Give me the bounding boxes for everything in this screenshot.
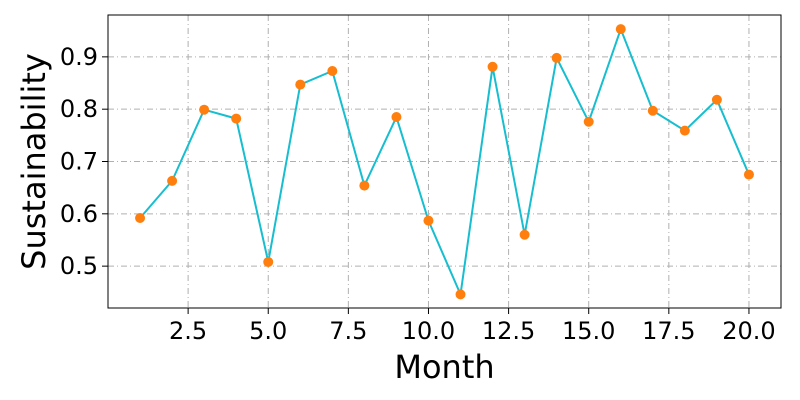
series-layer (135, 24, 754, 300)
x-tick-label: 17.5 (642, 317, 695, 345)
x-axis-title: Month (394, 348, 494, 386)
x-tick-label: 7.5 (329, 317, 367, 345)
data-point (647, 105, 658, 116)
data-point (359, 180, 370, 191)
x-tick-label: 5.0 (249, 317, 287, 345)
data-point (295, 79, 306, 90)
data-point (199, 104, 210, 115)
grid-layer (108, 15, 781, 308)
data-point (679, 125, 690, 136)
data-point (423, 215, 434, 226)
data-point (615, 24, 626, 35)
x-tick-label: 2.5 (169, 317, 207, 345)
data-point (711, 94, 722, 105)
data-point (743, 169, 754, 180)
tick-layer: 2.5 5.0 7.5 10.0 12.5 15.0 17.5 20.0 0.5 0.6 0.7 0.… (60, 43, 776, 345)
data-point (391, 112, 402, 123)
data-point (263, 256, 274, 267)
series-line (139, 26, 750, 299)
data-point (519, 229, 530, 240)
y-tick-label: 0.8 (60, 95, 98, 123)
y-tick-label: 0.9 (60, 43, 98, 71)
x-tick-label: 20.0 (722, 317, 775, 345)
data-point (327, 65, 338, 76)
data-point (583, 116, 594, 127)
x-tick-label: 12.5 (482, 317, 535, 345)
data-point (135, 213, 146, 224)
data-point (231, 113, 242, 124)
data-point (487, 61, 498, 72)
y-tick-label: 0.5 (60, 252, 98, 280)
y-tick-label: 0.7 (60, 148, 98, 176)
y-axis-title: Sustainability (15, 53, 53, 270)
data-point (551, 52, 562, 63)
y-tick-label: 0.6 (60, 200, 98, 228)
data-point (455, 289, 466, 300)
x-tick-label: 10.0 (402, 317, 455, 345)
data-point (167, 175, 178, 186)
x-tick-label: 15.0 (562, 317, 615, 345)
